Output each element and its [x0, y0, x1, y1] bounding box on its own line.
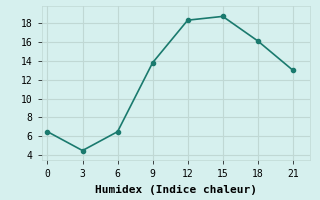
X-axis label: Humidex (Indice chaleur): Humidex (Indice chaleur) — [95, 185, 257, 195]
